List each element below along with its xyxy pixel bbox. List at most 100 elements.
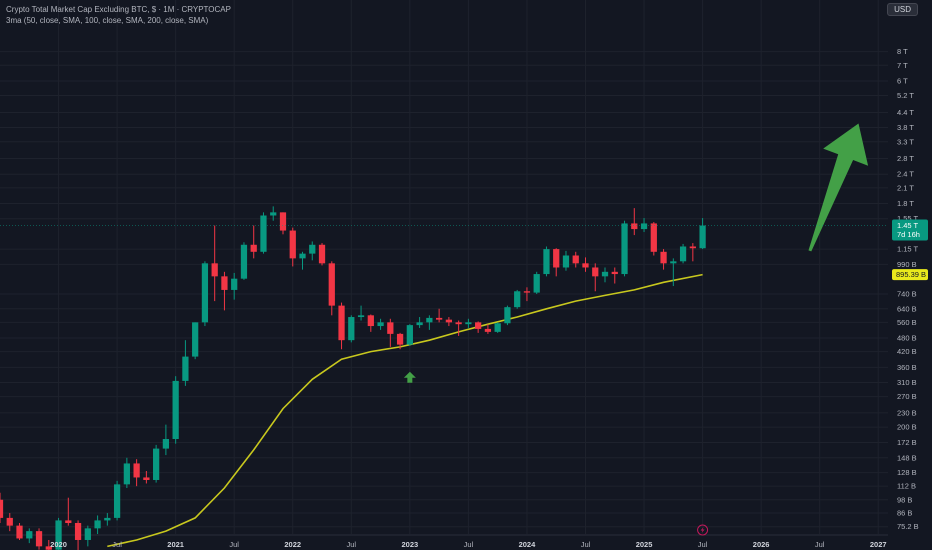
- candle-body: [289, 230, 296, 259]
- lightning-icon: [697, 524, 709, 536]
- ma-value-label: 895.39 B: [896, 270, 926, 279]
- candle-body: [679, 246, 687, 262]
- y-tick-label: 310 B: [897, 378, 917, 387]
- candle-down: [318, 243, 326, 266]
- candle-body: [279, 212, 287, 231]
- candle-body: [406, 325, 413, 345]
- candle-down: [660, 249, 667, 270]
- candle-body: [192, 322, 199, 357]
- x-tick-label: 2020: [50, 540, 67, 549]
- candle-down: [592, 263, 599, 292]
- y-tick-label: 420 B: [897, 347, 917, 356]
- y-tick-label: 4.4 T: [897, 108, 914, 117]
- candle-body: [94, 520, 101, 529]
- grid: [0, 0, 888, 536]
- candle-body: [65, 520, 72, 523]
- candle-body: [592, 267, 599, 277]
- price-labels: 1.45 T7d 16h 895.39 B: [0, 219, 928, 536]
- y-tick-label: 480 B: [897, 334, 917, 343]
- x-tick-label: Jul: [581, 540, 591, 549]
- candle-body: [435, 317, 443, 320]
- candle-down: [523, 287, 531, 302]
- candle-body: [0, 499, 4, 518]
- chart-title[interactable]: Crypto Total Market Cap Excluding BTC, $…: [6, 5, 231, 14]
- candle-up: [260, 212, 267, 254]
- candle-down: [279, 212, 287, 235]
- candle-body: [318, 244, 326, 264]
- candle-body: [631, 223, 638, 230]
- candle-up: [240, 242, 248, 280]
- annotations-layer: [403, 123, 869, 383]
- candle-body: [699, 225, 706, 249]
- candle-body: [113, 484, 121, 518]
- candle-down: [387, 318, 394, 347]
- candle-body: [426, 317, 433, 323]
- candle-down: [221, 271, 228, 311]
- candle-down: [74, 520, 82, 550]
- candle-down: [65, 497, 72, 526]
- candle-down: [338, 302, 345, 350]
- y-tick-label: 86 B: [897, 509, 912, 518]
- y-tick-label: 3.8 T: [897, 123, 914, 132]
- y-tick-label: 1.15 T: [897, 245, 919, 254]
- indicator-label[interactable]: 3ma (50, close, SMA, 100, close, SMA, 20…: [6, 16, 209, 25]
- candle-body: [396, 333, 404, 345]
- y-tick-label: 990 B: [897, 260, 917, 269]
- candle-up: [699, 218, 706, 250]
- y-tick-label: 2.1 T: [897, 183, 914, 192]
- x-tick-label: Jul: [464, 540, 474, 549]
- candle-body: [201, 263, 209, 323]
- candle-body: [299, 253, 306, 259]
- candle-body: [514, 291, 521, 308]
- small-up-arrow: [403, 371, 416, 383]
- candle-body: [45, 546, 52, 550]
- last-price-badge: [892, 219, 928, 241]
- candle-down: [435, 308, 443, 323]
- currency-button[interactable]: USD: [887, 3, 918, 16]
- candle-down: [133, 459, 140, 487]
- lightning-glyph: [700, 527, 705, 533]
- candle-up: [601, 267, 609, 283]
- candle-body: [309, 244, 316, 254]
- y-tick-label: 98 B: [897, 495, 912, 504]
- candle-up: [377, 318, 384, 330]
- candle-body: [16, 525, 23, 539]
- candle-up: [123, 457, 130, 488]
- candle-up: [533, 271, 540, 294]
- candle-up: [543, 246, 550, 277]
- candle-up: [182, 340, 189, 386]
- candles-layer: [0, 206, 706, 550]
- candle-body: [377, 322, 384, 327]
- candle-up: [201, 261, 209, 327]
- candle-up: [84, 525, 91, 547]
- candle-up: [465, 318, 472, 328]
- candle-up: [348, 315, 355, 343]
- y-tick-label: 200 B: [897, 423, 917, 432]
- candle-down: [611, 267, 618, 284]
- chart-legend: Crypto Total Market Cap Excluding BTC, $…: [6, 4, 231, 26]
- candle-body: [572, 255, 579, 264]
- candle-down: [631, 208, 638, 236]
- candle-body: [367, 315, 374, 327]
- candle-body: [455, 322, 462, 325]
- x-tick-label: Jul: [112, 540, 122, 549]
- x-tick-label: Jul: [346, 540, 356, 549]
- price-axis[interactable]: 8 T 7 T 6 T 5.2 T 4.4 T 3.8 T 3.3 T 2.8 T 2.4 T 2…: [897, 47, 919, 531]
- candle-body: [6, 517, 13, 526]
- x-tick-label: Jul: [698, 540, 708, 549]
- candle-body: [182, 356, 189, 381]
- candle-down: [35, 528, 43, 550]
- candle-body: [640, 223, 648, 230]
- candle-body: [553, 249, 560, 268]
- candle-body: [445, 319, 453, 323]
- candle-up: [104, 513, 111, 526]
- last-price-label: 1.45 T: [897, 221, 919, 230]
- y-tick-label: 2.8 T: [897, 154, 914, 163]
- candle-body: [211, 263, 218, 277]
- candle-body: [523, 291, 531, 293]
- y-tick-label: 128 B: [897, 468, 917, 477]
- candle-body: [650, 223, 657, 252]
- time-axis[interactable]: 2020 Jul 2021 Jul 2022 Jul 2023 Jul 2024 Jul 2025 J…: [50, 540, 886, 549]
- candle-up: [55, 517, 62, 550]
